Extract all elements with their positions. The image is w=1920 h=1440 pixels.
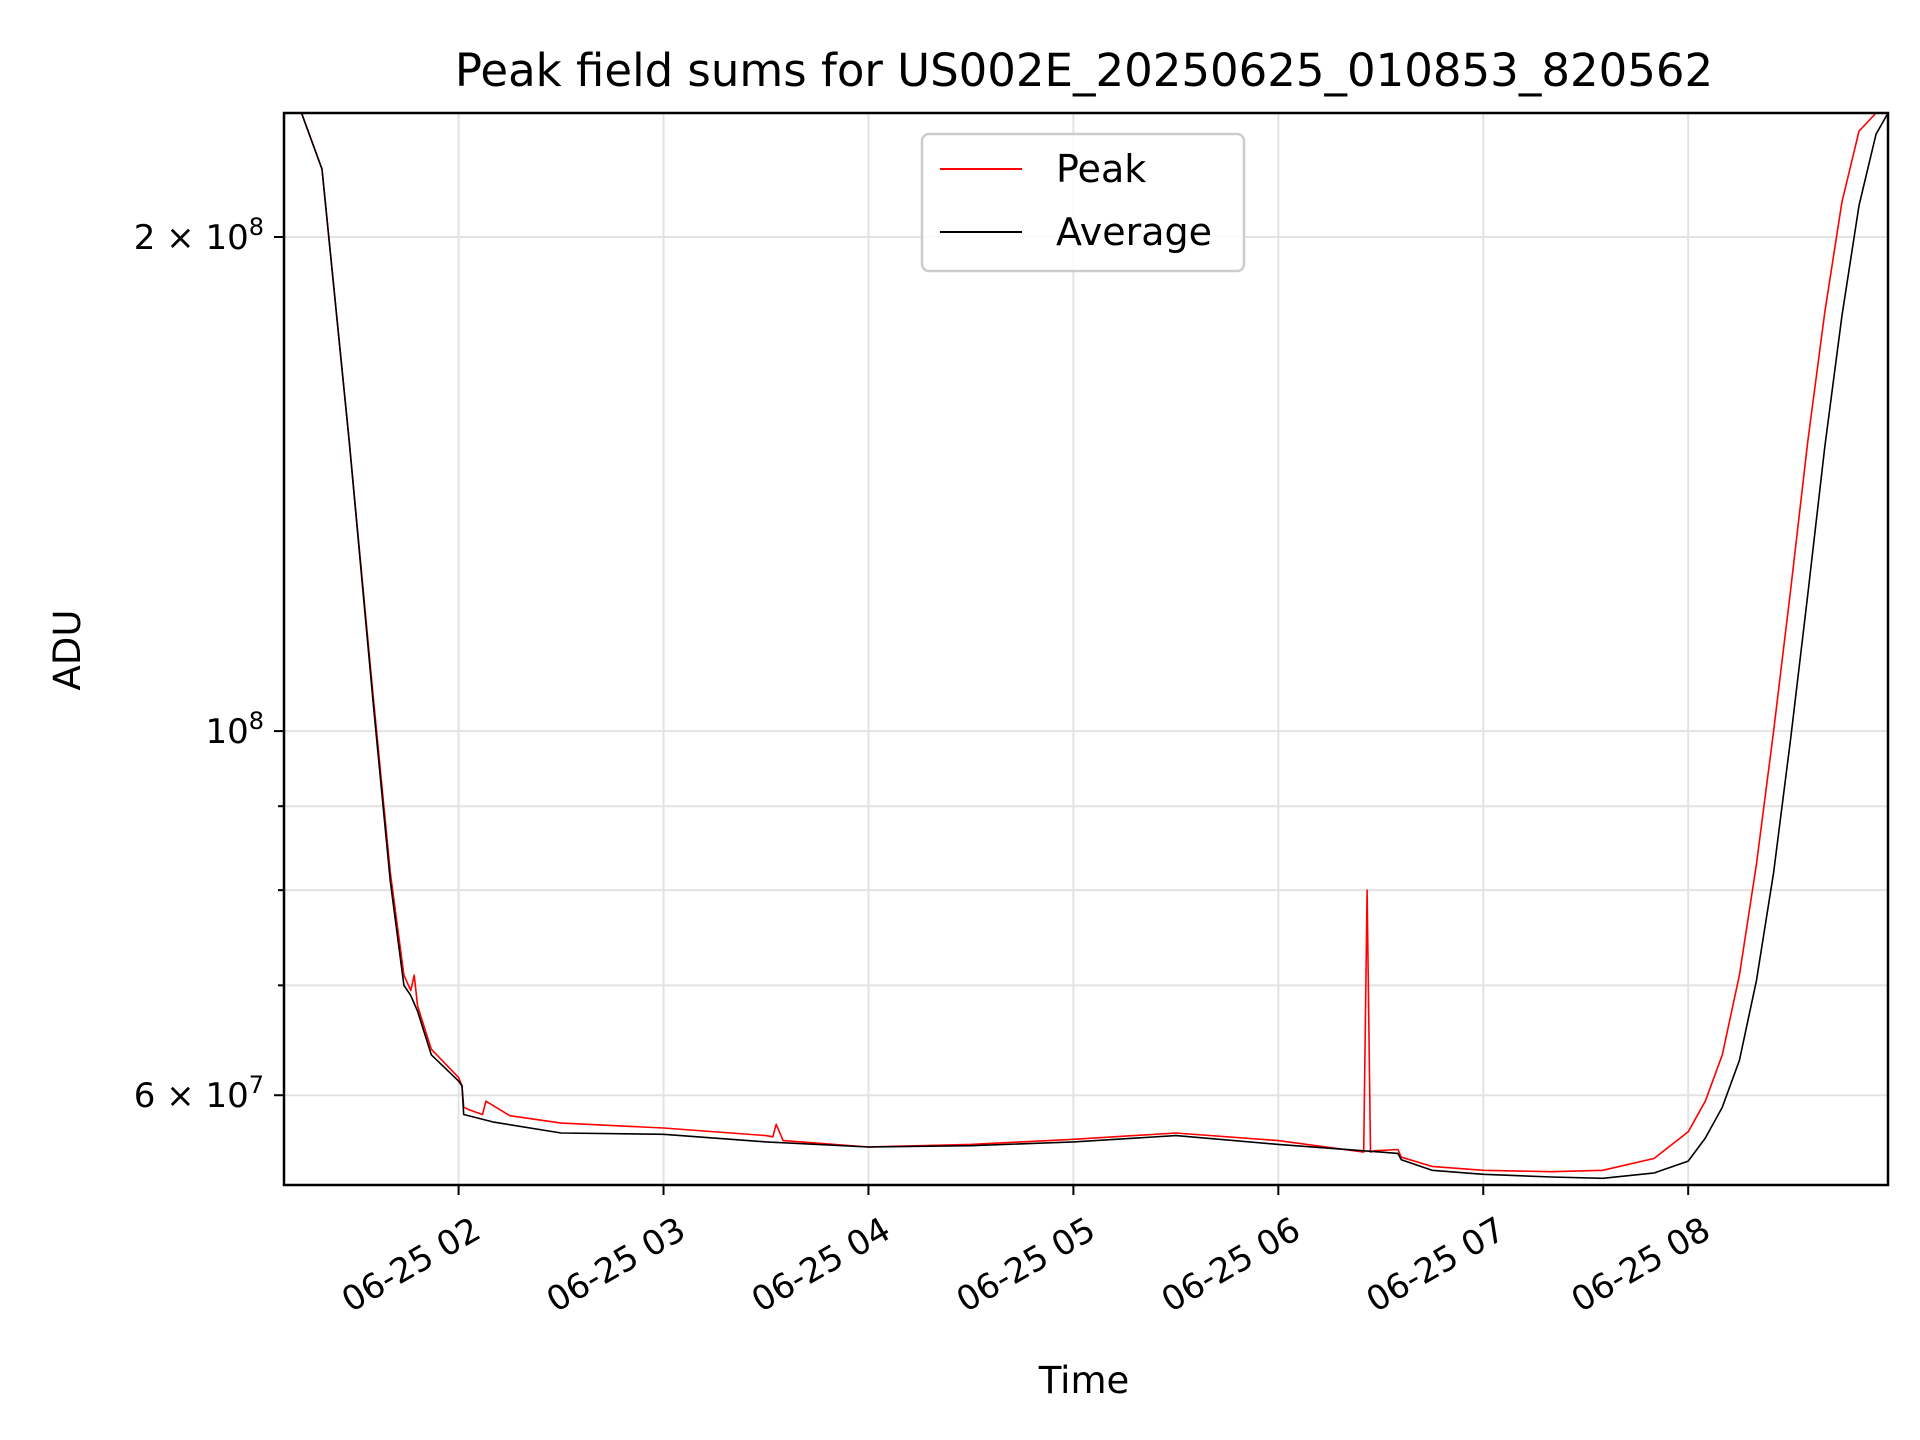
x-axis-label: Time: [1038, 1359, 1130, 1402]
y-tick-label-base-0: 6 × 10: [134, 1076, 249, 1116]
chart-title: Peak field sums for US002E_20250625_0108…: [455, 44, 1713, 97]
series-line-average: [284, 113, 1888, 1180]
y-tick-label-1: 108: [205, 707, 264, 752]
y-tick-label-0: 6 × 107: [134, 1071, 264, 1116]
y-axis-label: ADU: [46, 610, 89, 691]
plot-area-frame: [282, 111, 1890, 1187]
legend-label-peak: Peak: [1056, 147, 1146, 191]
series-layer: [284, 113, 1888, 1180]
y-tick-label-exponent-2: 8: [249, 213, 264, 241]
y-tick-label-base-2: 2 × 10: [134, 218, 249, 258]
y-tick-label-exponent-0: 7: [249, 1071, 264, 1099]
y-tick-label-2: 2 × 108: [134, 213, 264, 258]
series-line-peak: [284, 113, 1888, 1173]
y-tick-label-exponent-1: 8: [249, 707, 264, 735]
grid-lines: [284, 113, 1888, 1185]
y-tick-label-base-1: 10: [205, 712, 248, 752]
legend: Peak Average: [920, 132, 1246, 273]
legend-label-average: Average: [1056, 210, 1212, 254]
